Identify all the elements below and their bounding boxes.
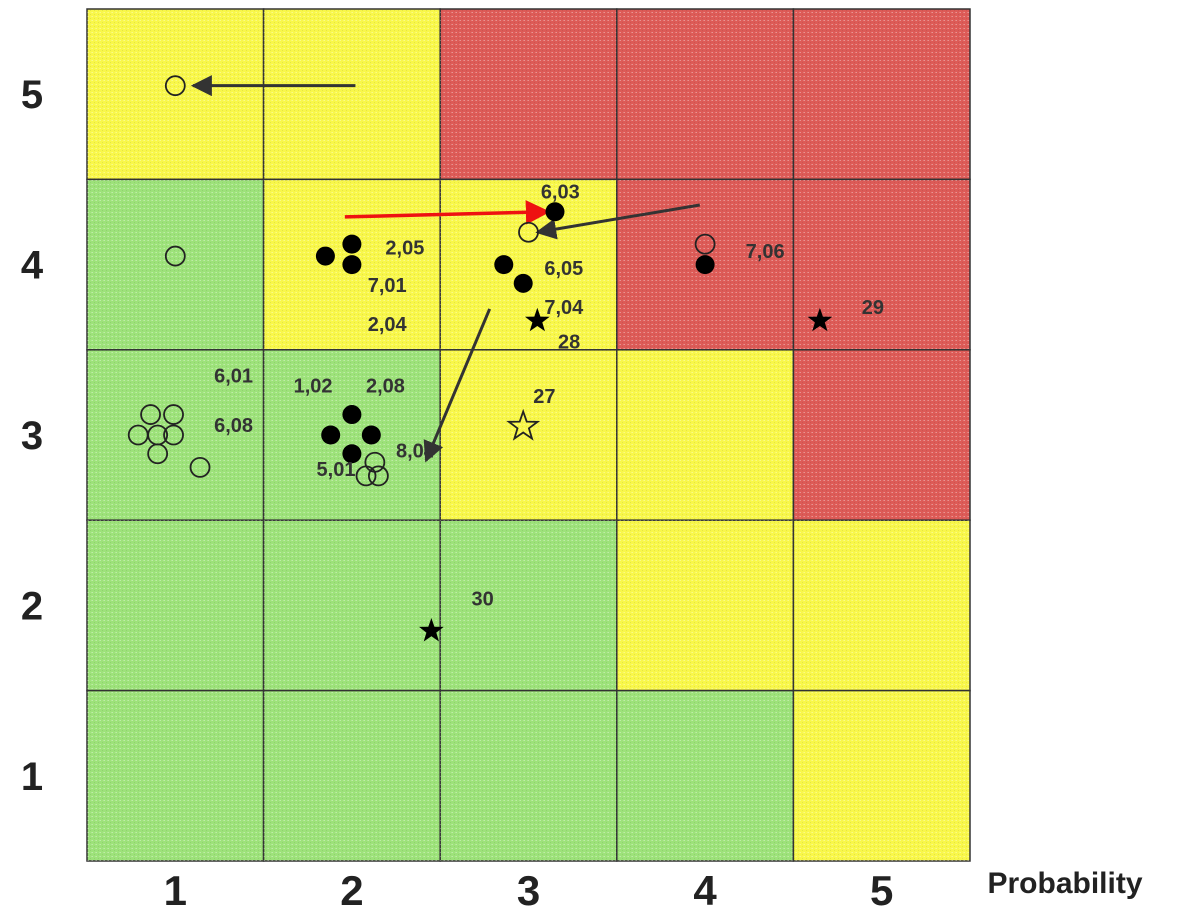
- cell-texture: [616, 9, 794, 180]
- x-tick-label: 4: [693, 867, 717, 914]
- open-circle-marker: [189, 456, 211, 478]
- cell-texture: [87, 179, 264, 350]
- filled-circle-marker: [494, 255, 514, 275]
- annotation-label: 7,06: [746, 241, 785, 263]
- annotation-label: 6,01: [214, 365, 253, 387]
- red-arrow: [344, 200, 551, 225]
- cell-texture: [440, 690, 617, 861]
- annotation-label: 29: [862, 297, 884, 319]
- annotation-label: 27: [533, 386, 555, 408]
- x-tick-label: 2: [340, 867, 363, 914]
- annotation-label: 28: [558, 331, 580, 353]
- cell-texture: [87, 9, 264, 180]
- cell-texture: [793, 690, 970, 861]
- annotation-label: 7,01: [368, 275, 407, 297]
- y-tick-label: 3: [21, 414, 43, 458]
- filled-circle-marker: [513, 273, 533, 293]
- annotation-label: 8,04: [396, 440, 436, 462]
- annotation-label: 6,05: [544, 258, 583, 280]
- annotation-label: 5,01: [317, 459, 356, 481]
- cell-texture: [616, 690, 794, 861]
- filled-circle-marker: [695, 255, 715, 275]
- y-tick-label: 1: [21, 755, 43, 799]
- arrows: [190, 75, 701, 463]
- cell-texture: [87, 690, 264, 861]
- open-circle-marker: [367, 465, 389, 487]
- annotation-label: 2,05: [385, 238, 424, 260]
- open-circle-marker: [147, 443, 169, 465]
- annotation-label: 30: [471, 589, 493, 611]
- annotation-label: 6,08: [214, 415, 253, 437]
- matrix-cells: [86, 8, 971, 862]
- open-circle-marker: [163, 404, 184, 425]
- cell-texture: [440, 349, 617, 521]
- x-tick-label: 1: [164, 867, 187, 914]
- cell-texture: [263, 9, 441, 180]
- x-tick-label: 5: [870, 867, 893, 914]
- filled-circle-marker: [342, 234, 362, 254]
- annotation-label: 2,04: [368, 314, 408, 336]
- filled-circle-marker: [342, 255, 362, 275]
- open-circle-marker: [694, 233, 716, 255]
- cell-texture: [263, 349, 441, 521]
- cell-texture: [793, 349, 970, 521]
- filled-circle-marker: [545, 202, 565, 222]
- arrow: [423, 308, 492, 463]
- open-star-marker: [506, 408, 541, 441]
- y-axis-ticks: 1 2 3 4 5: [21, 73, 44, 799]
- open-circle-marker: [140, 404, 161, 425]
- annotation-label: 7,04: [544, 297, 584, 319]
- annotation-label: 1,02: [294, 376, 333, 398]
- cell-texture: [440, 520, 617, 691]
- cell-texture: [616, 349, 794, 521]
- y-tick-label: 5: [21, 73, 43, 117]
- cell-texture: [440, 179, 617, 350]
- annotation-label: 6,03: [541, 181, 580, 203]
- filled-star-marker: [807, 307, 833, 332]
- cell-texture: [87, 520, 264, 691]
- y-tick-label: 4: [21, 244, 44, 288]
- filled-circle-marker: [342, 405, 362, 425]
- filled-star-marker: [525, 307, 550, 332]
- open-circle-marker: [163, 424, 184, 446]
- cell-texture: [263, 520, 441, 691]
- markers: [127, 75, 833, 642]
- open-circle-marker: [164, 75, 186, 97]
- open-circle-marker: [355, 465, 377, 487]
- annotations: 6,03 2,05 6,05 7,01 7,04 2,04 28 7,06 29 6,01 6,08…: [214, 181, 884, 610]
- x-axis-label: Probability: [987, 867, 1142, 900]
- cell-texture: [440, 9, 617, 180]
- filled-star-marker: [419, 618, 444, 642]
- x-tick-label: 3: [517, 867, 540, 914]
- filled-circle-marker: [315, 246, 335, 266]
- filled-circle-marker: [321, 425, 341, 445]
- open-circle-marker: [164, 245, 186, 267]
- x-axis-ticks: 1 2 3 4 5: [164, 867, 894, 914]
- cell-texture: [616, 520, 794, 691]
- filled-circle-marker: [361, 425, 381, 445]
- y-tick-label: 2: [21, 584, 43, 628]
- cell-texture: [793, 9, 970, 180]
- open-circle-marker: [518, 221, 539, 243]
- cell-texture: [87, 349, 264, 521]
- cell-texture: [793, 520, 970, 691]
- annotation-label: 2,08: [366, 376, 405, 398]
- arrow: [535, 203, 701, 240]
- cell-texture: [263, 690, 441, 861]
- filled-circle-marker: [342, 444, 362, 464]
